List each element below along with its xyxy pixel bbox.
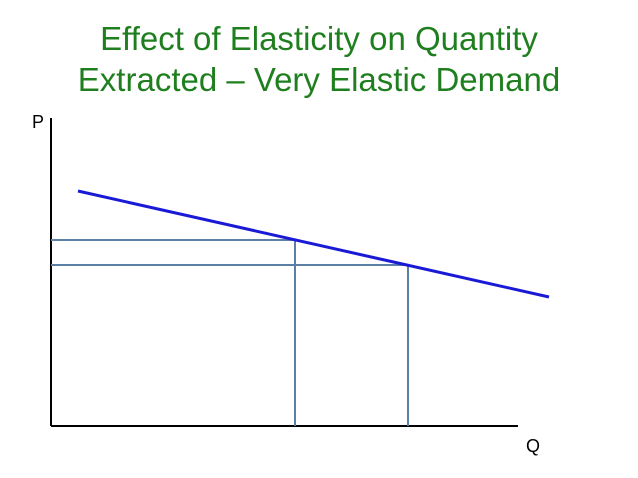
title-line-2: Extracted – Very Elastic Demand <box>77 61 561 98</box>
diagram-title: Effect of Elasticity on Quantity Extract… <box>0 18 638 100</box>
title-line-1: Effect of Elasticity on Quantity <box>100 20 538 57</box>
x-axis-label: Q <box>526 436 540 456</box>
demand-line <box>77 189 550 299</box>
y-axis-label: P <box>32 112 44 132</box>
